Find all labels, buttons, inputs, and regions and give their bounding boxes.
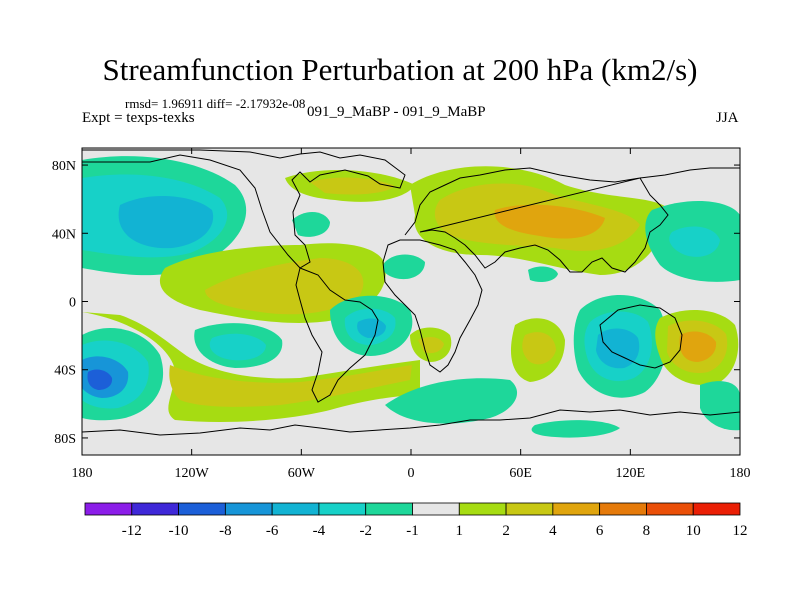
colorbar-swatch bbox=[131, 502, 179, 516]
indian-blob bbox=[528, 266, 558, 282]
colorbar-label: 1 bbox=[456, 523, 464, 539]
colorbar-swatch bbox=[224, 502, 273, 516]
chart-title: Streamfunction Perturbation at 200 hPa (… bbox=[102, 52, 698, 87]
africa-coast bbox=[382, 239, 483, 373]
y-tick-label: 40N bbox=[52, 227, 76, 242]
south-indian-green bbox=[385, 378, 518, 424]
x-tick-label: 60W bbox=[288, 466, 316, 481]
colorbar-swatch bbox=[458, 502, 507, 516]
x-tick-label: 180 bbox=[730, 466, 751, 481]
y-axis: 80N 40N 0 40S 80S bbox=[52, 159, 740, 447]
y-tick-label: 80N bbox=[52, 159, 76, 174]
stats-label: rmsd= 1.96911 diff= -2.17932e-08 bbox=[125, 96, 306, 111]
colorbar-label: -10 bbox=[169, 523, 189, 539]
colorbar-swatch bbox=[412, 502, 460, 516]
colorbar-swatch bbox=[178, 502, 226, 516]
eurasia-coast bbox=[404, 167, 740, 273]
colorbar-label: 12 bbox=[733, 523, 748, 539]
africa-high-core bbox=[522, 332, 556, 365]
colorbar-label: -8 bbox=[219, 523, 232, 539]
x-tick-label: 0 bbox=[408, 466, 415, 481]
north-america-coast bbox=[82, 149, 406, 269]
x-tick-label: 60E bbox=[509, 466, 532, 481]
north-pacific-east-core bbox=[669, 226, 720, 257]
colorbar-swatch bbox=[599, 502, 647, 516]
colorbar-swatch bbox=[318, 502, 367, 516]
colorbar-label: 10 bbox=[686, 523, 701, 539]
africa-east-blob bbox=[383, 254, 425, 280]
australia-coast bbox=[599, 304, 683, 369]
x-tick-label: 120W bbox=[175, 466, 210, 481]
experiment-name: 091_9_MaBP - 091_9_MaBP bbox=[307, 104, 486, 120]
south-pacific-low-core bbox=[87, 369, 113, 390]
eurasia-core bbox=[494, 204, 605, 239]
y-tick-label: 40S bbox=[54, 364, 76, 379]
season-label: JJA bbox=[716, 110, 739, 126]
north-pacific-core bbox=[118, 195, 214, 249]
colorbar-swatch bbox=[365, 502, 413, 516]
colorbar-swatch bbox=[692, 502, 741, 516]
colorbar-swatch bbox=[271, 502, 320, 516]
south-pacific-east-blob bbox=[700, 381, 740, 431]
y-tick-label: 80S bbox=[54, 432, 76, 447]
south-ocean-green bbox=[531, 420, 620, 438]
coastlines bbox=[82, 149, 740, 436]
colorbar-label: -6 bbox=[266, 523, 279, 539]
south-atlantic-core bbox=[169, 365, 412, 407]
colorbar-label: 4 bbox=[549, 523, 557, 539]
east-pacific-blob bbox=[292, 211, 330, 237]
colorbar-label: -1 bbox=[406, 523, 419, 539]
x-axis: 180 120W 60W 0 60E 120E 180 bbox=[72, 148, 751, 481]
colorbar-label: -2 bbox=[359, 523, 372, 539]
colorbar-swatch bbox=[646, 502, 694, 516]
y-tick-label: 0 bbox=[69, 296, 76, 311]
south-central-pacific-core bbox=[209, 333, 266, 361]
colorbar-swatch bbox=[552, 502, 601, 516]
colorbar-label: -4 bbox=[313, 523, 326, 539]
australia-high-core bbox=[679, 331, 717, 362]
antarctica-coast bbox=[82, 409, 740, 436]
colorbar-label: 2 bbox=[502, 523, 510, 539]
indian-ocean-low-inner bbox=[596, 328, 640, 369]
x-tick-label: 180 bbox=[72, 466, 93, 481]
colorbar-label: -12 bbox=[122, 523, 142, 539]
colorbar-swatch bbox=[505, 502, 554, 516]
tropical-america-core bbox=[205, 258, 364, 315]
contour-fills bbox=[82, 156, 740, 438]
colorbar-swatch bbox=[84, 502, 133, 516]
experiment-label: Expt = texps-texks bbox=[82, 110, 195, 126]
x-tick-label: 120E bbox=[616, 466, 646, 481]
colorbar-label: 6 bbox=[596, 523, 604, 539]
colorbar: -12 -10 -8 -6 -4 -2 -1 1 2 4 6 8 10 12 bbox=[84, 502, 748, 539]
north-america-core bbox=[310, 177, 395, 195]
colorbar-label: 8 bbox=[643, 523, 651, 539]
south-america-coast bbox=[295, 267, 379, 403]
tropical-atlantic-center bbox=[357, 318, 386, 338]
